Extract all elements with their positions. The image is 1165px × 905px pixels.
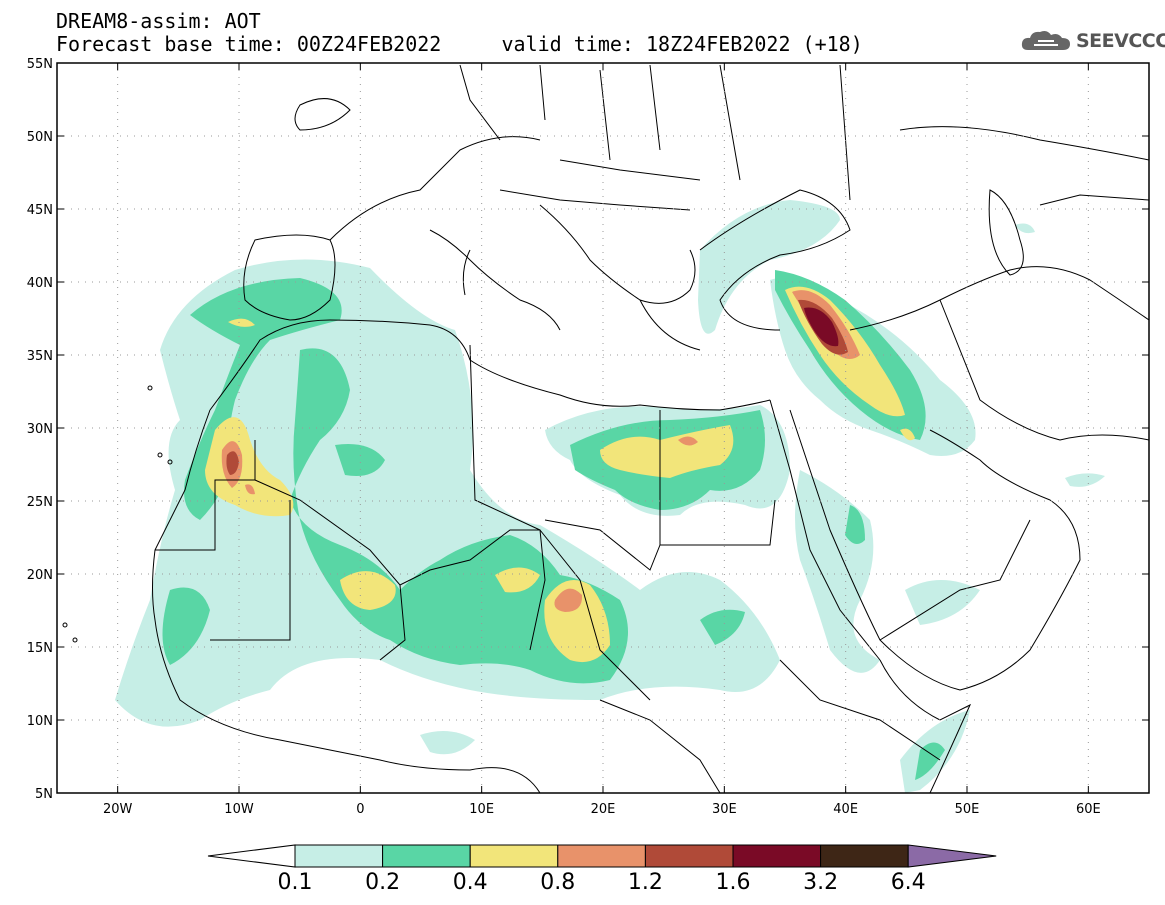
lat-tick-label: 50N	[27, 130, 53, 145]
colorbar-swatch	[382, 844, 471, 868]
lat-tick-label: 15N	[27, 641, 53, 656]
cloud-logo-icon	[1021, 31, 1070, 50]
colorbar-label: 6.4	[890, 870, 926, 895]
lon-tick-label: 10W	[224, 802, 254, 817]
colorbar-label: 1.2	[627, 870, 663, 895]
lon-tick-label: 40E	[833, 802, 858, 817]
graticule	[57, 63, 1149, 793]
lat-tick-label: 35N	[27, 349, 53, 364]
colorbar-label: 1.6	[715, 870, 751, 895]
lat-tick-label: 40N	[27, 276, 53, 291]
brand-name: SEEVCCC	[1076, 30, 1165, 52]
lon-tick-label: 0	[356, 802, 364, 817]
lat-tick-label: 45N	[27, 203, 53, 218]
coastlines-borders	[62, 64, 1149, 793]
lat-tick-label: 10N	[27, 714, 53, 729]
lon-tick-label: 20E	[591, 802, 616, 817]
colorbar-swatch	[644, 844, 734, 868]
lat-tick-label: 25N	[27, 495, 53, 510]
lat-tick-label: 30N	[27, 422, 53, 437]
lon-tick-label: 50E	[955, 802, 980, 817]
colorbar-label: 3.2	[803, 870, 839, 895]
product-title: DREAM8-assim: AOT	[56, 9, 261, 33]
colorbar-over-arrow	[907, 844, 997, 868]
colorbar-label: 0.2	[365, 870, 401, 895]
aot-field	[115, 200, 1105, 793]
lat-tick-label: 5N	[35, 787, 53, 802]
colorbar-label: 0.8	[540, 870, 576, 895]
brand-logo: SEEVCCC	[1020, 28, 1165, 54]
lon-tick-label: 10E	[469, 802, 494, 817]
lat-tick-label: 20N	[27, 568, 53, 583]
colorbar-swatch	[732, 844, 822, 868]
colorbar-label: 0.1	[277, 870, 313, 895]
lat-tick-label: 55N	[27, 57, 53, 72]
forecast-time-line: Forecast base time: 00Z24FEB2022 valid t…	[56, 32, 863, 56]
colorbar-swatch	[469, 844, 559, 868]
lon-tick-label: 20W	[103, 802, 133, 817]
colorbar-label: 0.4	[452, 870, 488, 895]
colorbar-swatch	[294, 844, 384, 868]
lon-tick-label: 30E	[712, 802, 737, 817]
colorbar-under-arrow	[207, 844, 296, 868]
colorbar-swatch	[557, 844, 646, 868]
aot-contour-1.6	[804, 307, 839, 347]
axis-ticks: 20W 10W 0 10E 20E 30E 40E 50E 60E 55N 50N 45N 40N 35N…	[27, 57, 1149, 817]
colorbar	[207, 844, 997, 868]
lon-tick-label: 60E	[1076, 802, 1101, 817]
colorbar-swatch	[820, 844, 909, 868]
